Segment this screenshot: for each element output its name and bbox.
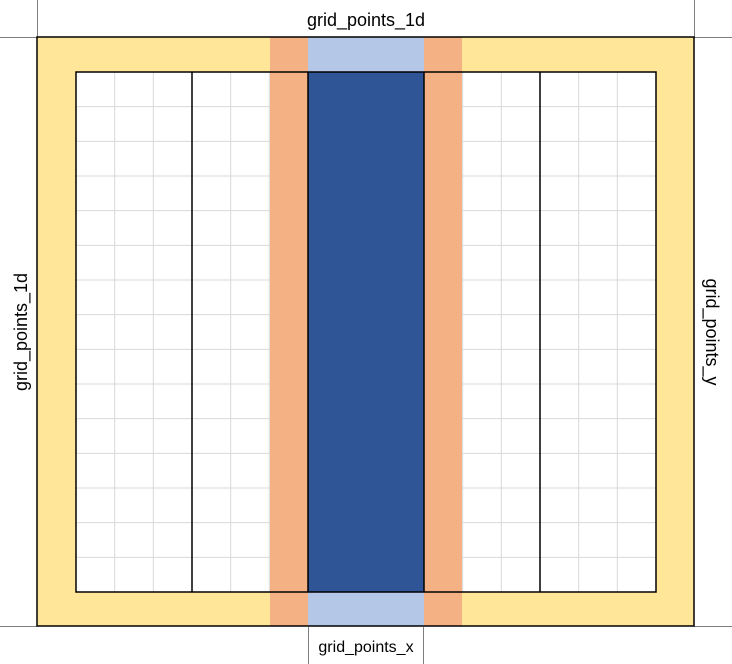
block-frame xyxy=(75,71,657,593)
bottom-label: grid_points_x xyxy=(318,639,413,656)
halo-column-left xyxy=(270,37,308,626)
core-column xyxy=(308,72,424,592)
halo-column-right xyxy=(424,37,462,626)
inner-frame-outline xyxy=(75,71,657,593)
top-label: grid_points_1d xyxy=(307,10,425,31)
outer-outline xyxy=(36,36,695,627)
right-label: grid_points_y xyxy=(701,278,722,385)
left-label: grid_points_1d xyxy=(11,273,32,391)
